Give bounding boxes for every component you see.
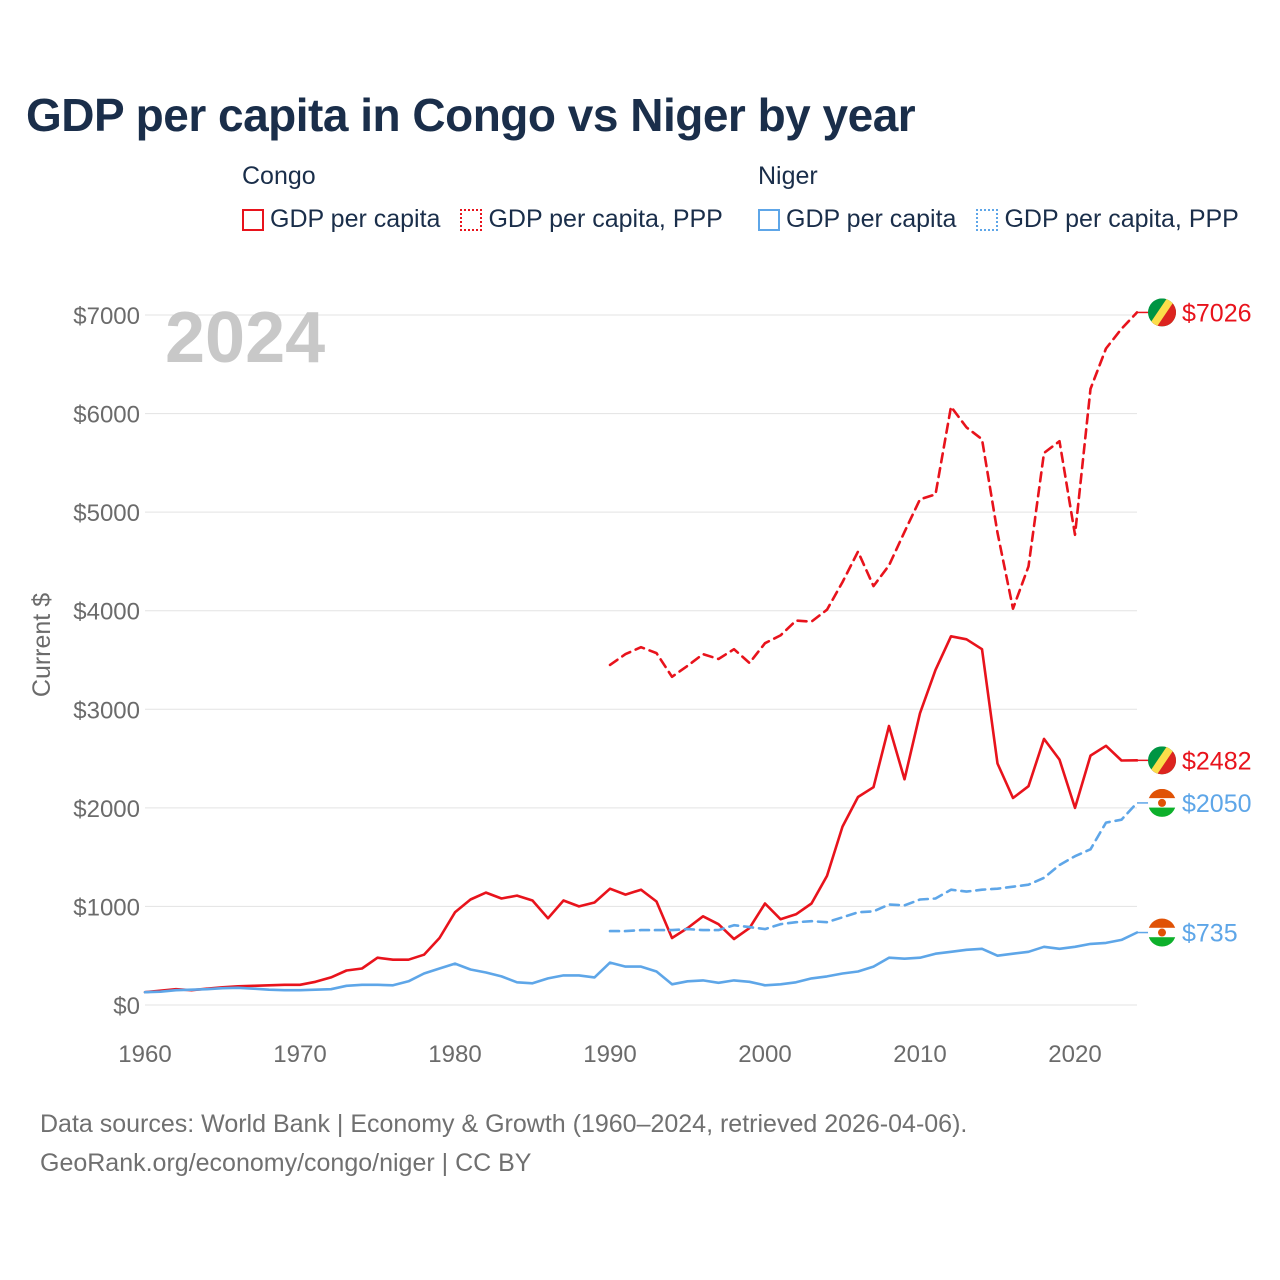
legend-item-niger-gdp-ppp[interactable]: GDP per capita, PPP: [976, 205, 1239, 234]
y-tick-label: $6000: [73, 402, 140, 429]
legend-label: GDP per capita: [786, 205, 957, 233]
series-line-1: [608, 311, 1139, 679]
series-line-2: [143, 931, 1139, 994]
congo-flag-icon: [1148, 746, 1176, 775]
y-tick-label: $1000: [73, 894, 140, 921]
y-tick-label: $0: [113, 993, 140, 1020]
x-tick-label: 1970: [273, 1041, 326, 1068]
grid-lines: [145, 314, 1137, 1006]
y-axis-label: Current $: [28, 593, 56, 697]
x-tick-label: 2000: [738, 1041, 791, 1068]
footer: Data sources: World Bank | Economy & Gro…: [40, 1105, 967, 1183]
x-tick-label: 1990: [583, 1041, 636, 1068]
y-tick-label: $5000: [73, 500, 140, 527]
series-lines: [143, 311, 1139, 994]
legend-group-niger: Niger GDP per capita GDP per capita, PPP: [758, 162, 1239, 234]
x-tick-label: 2010: [893, 1041, 946, 1068]
congo-flag-icon: [1148, 298, 1176, 327]
legend-label: GDP per capita, PPP: [1004, 205, 1239, 233]
series-line-3: [608, 801, 1139, 933]
end-labels: $2482 $7026 $735 $2050: [1137, 298, 1252, 948]
y-tick-label: $3000: [73, 697, 140, 724]
legend-group-title: Congo: [242, 162, 316, 190]
footer-link[interactable]: GeoRank.org/economy/congo/niger | CC BY: [40, 1149, 532, 1177]
end-value-label: $7026: [1182, 299, 1252, 327]
legend-swatch-solid-icon: [242, 208, 264, 231]
end-value-label: $2482: [1182, 747, 1252, 775]
legend-item-congo-gdp-ppp[interactable]: GDP per capita, PPP: [460, 205, 723, 234]
legend-group-congo: Congo GDP per capita GDP per capita, PPP: [242, 162, 723, 234]
x-axis-ticks: 1960 1970 1980 1990 2000 2010 2020: [118, 1041, 1101, 1068]
year-label: 2024: [165, 298, 325, 378]
footer-sources: Data sources: World Bank | Economy & Gro…: [40, 1110, 968, 1138]
x-tick-label: 1980: [428, 1041, 481, 1068]
niger-flag-icon: [1148, 788, 1176, 817]
y-tick-label: $4000: [73, 599, 140, 626]
legend-label: GDP per capita, PPP: [488, 205, 723, 233]
legend-group-title: Niger: [758, 162, 818, 190]
chart-title: GDP per capita in Congo vs Niger by year: [26, 89, 916, 141]
legend-swatch-solid-icon: [758, 208, 780, 231]
legend-item-niger-gdp[interactable]: GDP per capita: [758, 205, 956, 234]
x-tick-label: 1960: [118, 1041, 171, 1068]
x-tick-label: 2020: [1048, 1041, 1101, 1068]
legend-swatch-dotted-icon: [976, 208, 999, 231]
series-line-0: [143, 634, 1139, 994]
legend-item-congo-gdp[interactable]: GDP per capita: [242, 205, 440, 234]
legend-label: GDP per capita: [270, 205, 441, 233]
niger-flag-icon: [1148, 918, 1176, 947]
y-tick-label: $7000: [73, 303, 140, 330]
y-tick-label: $2000: [73, 796, 140, 823]
legend-swatch-dotted-icon: [460, 208, 483, 231]
y-axis-ticks: $0 $1000 $2000 $3000 $4000 $5000 $6000 $7000: [73, 303, 140, 1020]
end-value-label: $2050: [1182, 790, 1252, 818]
end-value-label: $735: [1182, 920, 1238, 948]
